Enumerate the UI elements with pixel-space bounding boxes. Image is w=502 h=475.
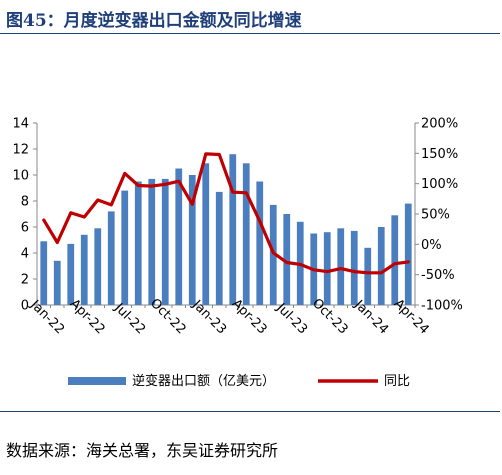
- left-tick-label: 0: [21, 299, 29, 314]
- bar: [364, 247, 372, 305]
- bar: [256, 181, 264, 305]
- right-tick-label: 100%: [421, 177, 458, 192]
- bar: [202, 163, 210, 305]
- bar: [337, 228, 345, 305]
- bar: [148, 178, 156, 305]
- right-tick-label: 200%: [421, 117, 458, 132]
- legend-bar-label: 逆变器出口额（亿美元）: [132, 373, 275, 389]
- bar: [215, 191, 223, 305]
- bar: [134, 181, 142, 305]
- left-tick-label: 12: [12, 143, 29, 158]
- chart: 02468101214-100%-50%0%50%100%150%200%Jan…: [12, 117, 463, 390]
- left-tick-label: 2: [21, 273, 29, 288]
- bar: [283, 214, 291, 305]
- legend-line-label: 同比: [384, 374, 410, 389]
- left-tick-label: 8: [21, 195, 29, 210]
- bar: [391, 215, 399, 305]
- left-tick-label: 10: [12, 169, 29, 184]
- bar: [80, 234, 88, 305]
- x-tick-label: Jul-22: [111, 300, 148, 337]
- bar: [94, 228, 102, 305]
- bar: [269, 204, 277, 305]
- bar: [188, 175, 196, 305]
- bar: [350, 230, 358, 305]
- figure-title: 图45：月度逆变器出口金额及同比增速: [6, 11, 302, 31]
- bar: [175, 168, 183, 305]
- source-divider: [0, 411, 500, 412]
- legend-bar-swatch: [68, 377, 126, 385]
- left-tick-label: 14: [12, 117, 29, 132]
- bar: [229, 154, 237, 305]
- bar: [242, 163, 250, 305]
- right-tick-label: 50%: [421, 208, 450, 223]
- right-tick-label: 0%: [421, 238, 442, 253]
- bar: [161, 178, 169, 305]
- left-tick-label: 4: [21, 247, 29, 262]
- bar: [40, 241, 48, 305]
- bar: [67, 243, 75, 305]
- left-tick-label: 6: [21, 221, 29, 236]
- yoy-line: [42, 152, 410, 275]
- right-tick-label: -50%: [421, 268, 455, 283]
- source-note: 数据来源：海关总署，东吴证券研究所: [6, 441, 279, 460]
- bar: [107, 211, 115, 305]
- bar: [121, 190, 129, 305]
- bar: [404, 203, 412, 305]
- title-divider: [0, 33, 500, 34]
- x-tick-label: Jul-23: [273, 300, 310, 337]
- bar: [323, 232, 331, 305]
- bar: [53, 260, 61, 305]
- right-tick-label: 150%: [421, 147, 458, 162]
- right-tick-label: -100%: [421, 299, 463, 314]
- bar: [377, 227, 385, 305]
